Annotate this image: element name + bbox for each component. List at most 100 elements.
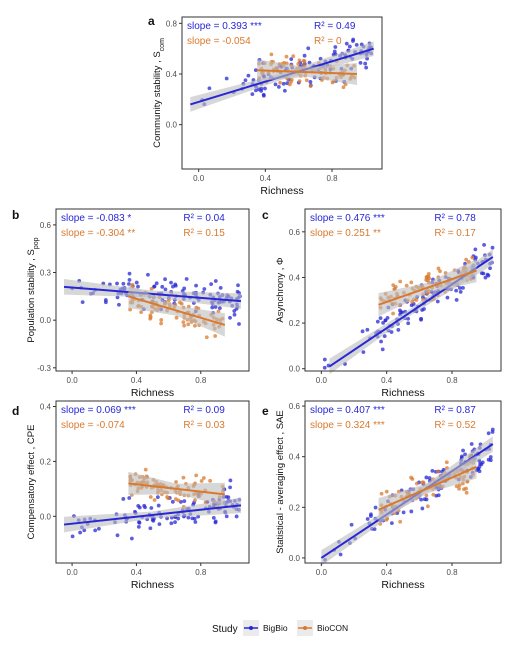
point-biocon bbox=[213, 334, 218, 338]
point-biocon bbox=[201, 476, 206, 480]
point-bigbio bbox=[308, 80, 313, 84]
x-tick-label: 0.8 bbox=[446, 568, 458, 577]
y-tick-label: 0.0 bbox=[40, 512, 52, 521]
point-biocon bbox=[414, 481, 419, 486]
point-bigbio bbox=[80, 300, 85, 305]
point-bigbio bbox=[115, 295, 120, 300]
point-biocon bbox=[287, 82, 292, 87]
point-bigbio bbox=[234, 514, 239, 519]
point-bigbio bbox=[486, 273, 491, 278]
point-bigbio bbox=[373, 505, 378, 510]
x-tick-label: 0.8 bbox=[195, 376, 207, 385]
point-bigbio bbox=[406, 321, 411, 326]
y-tick-label: -0.3 bbox=[37, 364, 51, 373]
bigbio-r2: R² = 0.04 bbox=[183, 213, 225, 224]
point-biocon bbox=[384, 489, 389, 494]
point-bigbio bbox=[360, 329, 365, 334]
point-biocon bbox=[436, 266, 441, 271]
point-bigbio bbox=[375, 319, 380, 324]
y-axis-label: Statistical - averaging effect , SAE bbox=[275, 410, 286, 553]
point-bigbio bbox=[70, 534, 75, 539]
point-bigbio bbox=[463, 452, 467, 457]
point-bigbio bbox=[488, 455, 493, 459]
point-bigbio bbox=[263, 86, 267, 91]
point-bigbio bbox=[389, 330, 394, 334]
y-tick-label: 0.4 bbox=[289, 453, 301, 462]
bigbio-slope: slope = 0.069 *** bbox=[61, 405, 136, 416]
point-biocon bbox=[427, 276, 432, 281]
point-biocon bbox=[414, 298, 419, 302]
point-bigbio bbox=[398, 308, 402, 313]
bigbio-r2: R² = 0.78 bbox=[434, 213, 476, 224]
y-tick-label: 0.3 bbox=[40, 269, 52, 278]
point-bigbio bbox=[369, 512, 373, 517]
point-biocon bbox=[269, 52, 274, 57]
point-bigbio bbox=[127, 282, 131, 286]
point-bigbio bbox=[211, 515, 216, 520]
point-biocon bbox=[404, 283, 409, 288]
point-biocon bbox=[179, 301, 184, 306]
bigbio-r2: R² = 0.09 bbox=[183, 405, 225, 416]
point-bigbio bbox=[224, 514, 229, 519]
x-tick-label: 0.8 bbox=[326, 174, 338, 183]
point-bigbio bbox=[154, 281, 159, 286]
fit-line-biocon bbox=[378, 465, 477, 511]
point-bigbio bbox=[420, 308, 425, 312]
point-bigbio bbox=[477, 469, 482, 474]
point-bigbio bbox=[344, 41, 349, 46]
x-tick-label: 0.0 bbox=[316, 376, 328, 385]
point-bigbio bbox=[454, 288, 459, 293]
point-bigbio bbox=[213, 519, 218, 524]
fit-line-biocon bbox=[128, 295, 226, 326]
point-bigbio bbox=[365, 517, 370, 521]
point-biocon bbox=[193, 498, 197, 503]
panel-label: e bbox=[262, 404, 269, 418]
y-tick-label: 0.2 bbox=[289, 503, 301, 512]
point-bigbio bbox=[382, 334, 387, 339]
bigbio-slope: slope = -0.083 * bbox=[61, 213, 131, 224]
point-bigbio bbox=[436, 493, 441, 498]
x-tick-label: 0.0 bbox=[316, 568, 328, 577]
point-bigbio bbox=[146, 272, 150, 277]
x-tick-label: 0.8 bbox=[195, 568, 207, 577]
point-bigbio bbox=[176, 516, 181, 521]
point-bigbio bbox=[381, 320, 385, 325]
biocon-slope: slope = -0.304 ** bbox=[61, 228, 135, 239]
point-bigbio bbox=[257, 87, 261, 92]
point-bigbio bbox=[163, 287, 168, 292]
point-bigbio bbox=[351, 37, 356, 42]
point-biocon bbox=[379, 491, 384, 496]
y-tick-label: 0.4 bbox=[166, 70, 178, 79]
point-bigbio bbox=[213, 305, 218, 309]
point-bigbio bbox=[435, 299, 440, 304]
point-biocon bbox=[148, 495, 153, 499]
point-bigbio bbox=[250, 92, 255, 97]
point-bigbio bbox=[157, 522, 162, 526]
point-biocon bbox=[444, 460, 449, 465]
bigbio-slope: slope = 0.393 *** bbox=[187, 21, 262, 32]
bigbio-r2: R² = 0.87 bbox=[434, 405, 476, 416]
point-bigbio bbox=[127, 271, 132, 276]
point-bigbio bbox=[427, 476, 432, 480]
point-bigbio bbox=[136, 524, 141, 529]
point-bigbio bbox=[182, 286, 187, 291]
point-bigbio bbox=[396, 328, 401, 332]
point-bigbio bbox=[420, 506, 425, 511]
point-bigbio bbox=[228, 315, 232, 320]
point-bigbio bbox=[218, 285, 223, 290]
biocon-slope: slope = -0.054 bbox=[187, 36, 251, 47]
bigbio-r2: R² = 0.49 bbox=[314, 21, 356, 32]
point-biocon bbox=[436, 469, 440, 474]
point-biocon bbox=[462, 487, 466, 492]
plot-frame bbox=[304, 400, 502, 564]
point-bigbio bbox=[213, 279, 218, 283]
y-tick-label: 0.6 bbox=[40, 221, 52, 230]
point-bigbio bbox=[173, 520, 177, 525]
point-bigbio bbox=[365, 327, 370, 332]
bigbio-slope: slope = 0.476 *** bbox=[310, 213, 385, 224]
x-tick-label: 0.0 bbox=[67, 568, 79, 577]
biocon-slope: slope = -0.074 bbox=[61, 420, 125, 431]
point-biocon bbox=[391, 311, 395, 316]
point-biocon bbox=[199, 479, 204, 483]
point-biocon bbox=[181, 320, 186, 325]
